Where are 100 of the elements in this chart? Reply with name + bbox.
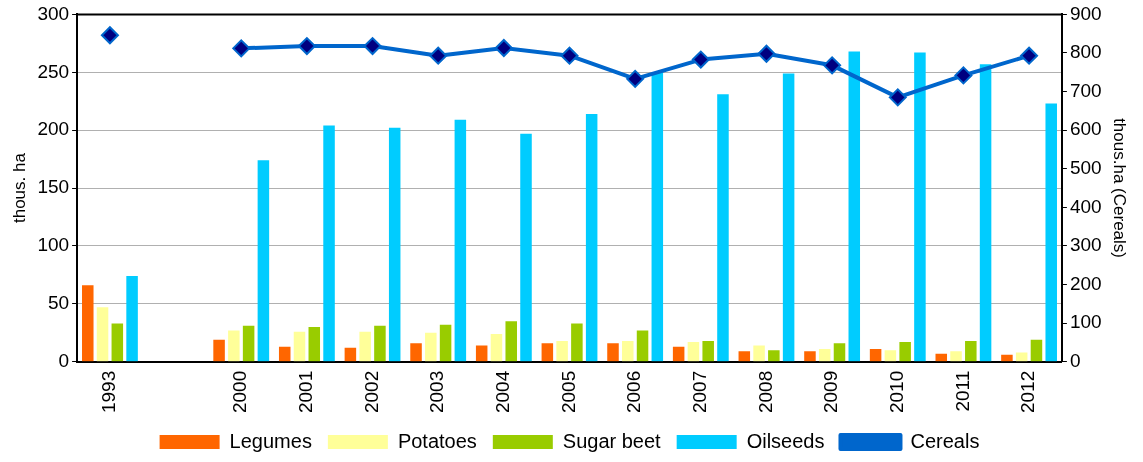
bar: [622, 340, 634, 362]
y2-tick-label: 700: [1069, 79, 1102, 101]
y2-tick-label: 300: [1069, 234, 1102, 256]
y-axis-title: thous. ha: [9, 152, 29, 224]
y2-tick-label: 900: [1069, 2, 1102, 24]
bar: [753, 345, 765, 362]
bar: [585, 113, 598, 362]
x-tick-label: 2011: [951, 370, 973, 412]
x-tick-label: 1993: [98, 370, 120, 414]
bar: [1030, 339, 1043, 362]
bar: [308, 327, 321, 362]
bar: [672, 346, 685, 362]
legend-label: Sugar beet: [562, 429, 662, 452]
x-tick-label: 2003: [426, 370, 448, 414]
bar: [950, 351, 962, 362]
bar: [869, 349, 882, 362]
bar: [884, 350, 897, 362]
x-tick-label: 2005: [557, 370, 579, 414]
bar: [768, 350, 780, 362]
bar: [979, 64, 992, 362]
point: [691, 50, 710, 69]
y2-tick-label: 600: [1069, 118, 1102, 140]
bar: [293, 331, 306, 362]
legend-label: Oilseeds: [746, 429, 825, 452]
bar: [228, 330, 240, 362]
bar: [323, 125, 335, 362]
point: [823, 56, 842, 75]
bar: [965, 340, 977, 362]
bar: [1015, 352, 1028, 362]
legend-label: Cereals: [910, 429, 980, 452]
bar: [848, 51, 861, 362]
y2-axis-title: thous.ha (Cereals): [1110, 118, 1130, 258]
y2-tick-label: 400: [1069, 195, 1102, 217]
y-tick-label: 50: [47, 292, 70, 314]
bar: [833, 343, 846, 362]
bar: [425, 332, 437, 362]
point: [757, 44, 776, 63]
bar: [636, 330, 649, 362]
point: [363, 37, 382, 56]
bar: [702, 340, 714, 362]
bar: [505, 321, 517, 362]
bar: [475, 345, 488, 362]
bar: [687, 342, 700, 362]
y2-tick-label: 0: [1069, 349, 1081, 371]
y2-tick-label: 500: [1069, 157, 1102, 178]
bar: [738, 351, 751, 362]
bar: [242, 325, 255, 362]
point: [494, 38, 513, 57]
bar: [126, 276, 138, 362]
bar: [914, 52, 926, 362]
bar: [541, 343, 554, 362]
bar: [96, 307, 109, 362]
bar: [556, 340, 568, 362]
x-tick-label: 2000: [229, 370, 251, 414]
bar: [439, 324, 452, 362]
x-tick-label: 2004: [492, 370, 514, 414]
x-tick-label: 2002: [360, 370, 382, 414]
bar: [571, 323, 583, 362]
x-tick-label: 2001: [295, 370, 317, 414]
y2-tick-label: 100: [1069, 311, 1102, 333]
bar: [359, 331, 371, 362]
x-tick-label: 2009: [820, 370, 842, 414]
legend-label: Potatoes: [397, 429, 477, 452]
bar: [1045, 103, 1057, 362]
point: [1020, 46, 1039, 65]
y2-tick-label: 800: [1069, 41, 1102, 63]
bar: [278, 346, 291, 362]
point: [954, 66, 973, 85]
bar: [651, 72, 664, 362]
point: [560, 46, 579, 65]
bar: [717, 94, 729, 362]
bar: [490, 333, 503, 362]
y-tick-label: 300: [37, 2, 70, 24]
bar: [257, 160, 270, 362]
y-tick-label: 200: [37, 118, 70, 140]
point: [429, 46, 448, 65]
y-tick-label: 250: [37, 60, 70, 82]
bar: [1001, 354, 1013, 362]
legend-label: Legumes: [229, 429, 312, 452]
bar: [804, 351, 816, 362]
x-tick-label: 2007: [689, 370, 711, 414]
bar: [410, 343, 422, 362]
bar: [818, 349, 831, 362]
bar: [388, 127, 401, 362]
y2-tick-label: 200: [1069, 272, 1102, 294]
point: [888, 88, 907, 107]
bar: [607, 343, 619, 362]
x-tick-label: 2012: [1017, 370, 1039, 414]
bar: [454, 119, 467, 362]
y-tick-label: 0: [58, 349, 70, 371]
bar: [344, 347, 357, 362]
bar: [899, 342, 911, 362]
point: [626, 69, 645, 88]
bar: [374, 325, 386, 362]
x-tick-label: 2008: [754, 370, 776, 414]
point: [100, 26, 119, 45]
bar: [520, 133, 532, 362]
bar: [213, 339, 225, 362]
bar: [111, 323, 124, 362]
x-tick-label: 2010: [886, 370, 907, 414]
